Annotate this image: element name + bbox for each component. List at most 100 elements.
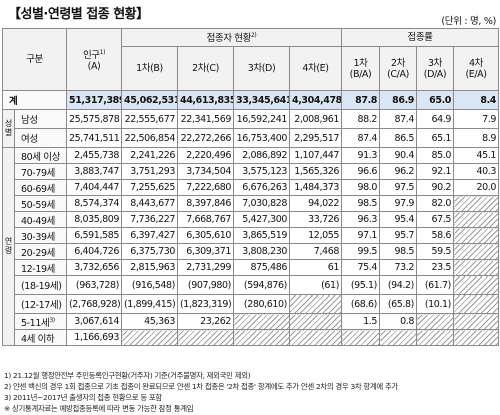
table-row: (12-17세) (2,768,928) (1,899,415) (1,823,319… [3,294,500,314]
table-cell: 73.2 [379,259,417,276]
table-row: 60-69세 7,404,447 7,255,625 7,222,680 6,676,2… [3,179,500,196]
table-cell: 45,062,531 [121,90,178,110]
header-dose-3: 3차(D) [233,46,290,91]
table-cell: 95.7 [379,227,417,244]
footnote-1: 1) 21.12월 행정안전부 주민등록인구현황(거주자) 기준(거주불명자, … [4,371,251,380]
page-title: 【성별·연령별 접종 현황】 [8,7,149,22]
table-cell: 75.4 [341,259,380,276]
row-label: 50-59세 [14,195,67,212]
table-cell: 94,022 [289,195,342,212]
footnote-4: ※ 상기통계자료는 예방접종등록에 따라 변동 가능한 잠정 통계임 [4,404,194,413]
table-cell: 6,676,263 [233,179,290,196]
table-cell: 2,008,961 [289,109,342,129]
table-cell: 3,808,230 [233,243,290,260]
header-population: 인구1) (A) [66,28,122,91]
row-label: 40-49세 [14,211,67,228]
header-dose-2: 2차(C) [177,46,234,91]
header-dose-1: 1차(B) [121,46,178,91]
unit-label: (단위 : 명, %) [441,16,496,27]
table-cell [233,313,290,330]
table-cell: 97.9 [379,195,417,212]
table-cell: 85.0 [416,147,454,164]
table-row: (18-19세) (963,728) (916,548) (907,980) (594,… [3,275,500,295]
table-row: 50-59세 8,574,374 8,443,677 8,397,846 7,030,8… [3,195,500,212]
table-cell: 2,241,226 [121,147,178,164]
table-cell: 7,222,680 [177,179,234,196]
table-cell: 2,731,299 [177,259,234,276]
table-cell: 59.5 [416,243,454,260]
table-cell: 92.1 [416,163,454,180]
table-cell: 65.1 [416,128,454,148]
table-cell: 7,736,227 [121,211,178,228]
row-label: 80세 이상 [14,147,67,164]
table-cell [452,294,500,314]
header-category: 구분 [2,28,67,91]
table-cell [341,329,380,346]
table-cell: 23.5 [416,259,454,276]
table-cell [452,227,500,244]
table-cell: 40.3 [452,163,500,180]
table-cell: 1,166,693 [66,329,122,346]
row-label: 5-11세3) [14,313,67,330]
table-cell: 875,486 [233,259,290,276]
table-cell: (907,980) [177,275,234,295]
table-cell: 1.5 [341,313,380,330]
table-cell: 6,404,726 [66,243,122,260]
table-cell: 64.9 [416,109,454,129]
footnotes: 1) 21.12월 행정안전부 주민등록인구현황(거주자) 기준(거주불명자, … [4,370,498,414]
table-row: 4세 이하 1,166,693 [3,329,500,346]
table-cell [452,243,500,260]
table-cell: 98.5 [341,195,380,212]
header-rate-4: 4차 (E/A) [452,46,500,91]
table-row: 5-11세3) 3,067,614 45,363 23,262 1.5 0.8 [3,313,500,330]
table-cell [416,313,454,330]
table-cell: 8,443,677 [121,195,178,212]
table-cell: (95.1) [341,275,380,295]
row-label: 여성 [14,128,67,148]
table-cell: 1,107,447 [289,147,342,164]
table-cell [452,275,500,295]
table-cell: 12,055 [289,227,342,244]
table-cell [452,259,500,276]
table-cell [177,329,234,346]
table-row: 70-79세 3,883,747 3,751,293 3,734,504 3,575,1… [3,163,500,180]
table-cell: 0.8 [379,313,417,330]
table-cell: 67.5 [416,211,454,228]
row-label: 20-29세 [14,243,67,260]
table-cell: 87.4 [341,128,380,148]
table-cell: 22,341,569 [177,109,234,129]
table-cell: 7,255,625 [121,179,178,196]
table-cell: 25,741,511 [66,128,122,148]
table-cell: 95.4 [379,211,417,228]
table-cell [289,313,342,330]
table-cell: 6,397,427 [121,227,178,244]
table-cell: 96.6 [341,163,380,180]
table-cell [233,329,290,346]
group-label-sex: 성별 [2,109,15,148]
footnote-3: 3) 2011년~2017년 출생자의 접종 현황으로 등 포함 [4,393,162,402]
table-cell: (2,768,928) [66,294,122,314]
table-cell: 3,067,614 [66,313,122,330]
table-cell [452,329,500,346]
table-cell: 87.8 [341,90,380,110]
table-row: 20-29세 6,404,726 6,375,730 6,309,371 3,808,2… [3,243,500,260]
table-cell: 22,272,266 [177,128,234,148]
table-row: 계 51,317,389 45,062,531 44,613,835 33,345,64… [2,90,500,110]
table-cell: 98.5 [379,243,417,260]
table-cell: 22,506,854 [121,128,178,148]
table-cell: 6,375,730 [121,243,178,260]
table-cell: 16,592,241 [233,109,290,129]
table-cell: 65.0 [416,90,454,110]
table-cell [289,294,342,314]
table-cell: (916,548) [121,275,178,295]
table-cell: 7,668,767 [177,211,234,228]
table-cell: 7.9 [452,109,500,129]
table-cell: 45.1 [452,147,500,164]
table-row: 연령 80세 이상 2,455,738 2,241,226 2,220,496 2,086… [2,147,500,346]
table-cell: 22,555,677 [121,109,178,129]
header-rate-3: 3차 (D/A) [416,46,454,91]
table-cell: 3,865,519 [233,227,290,244]
vaccination-table: 구분 인구1) (A) 접종자 현황2) 접종률 1차(B) 2차(C) 3차(D)… [2,28,500,346]
group-label-age: 연령 [2,147,15,346]
table-cell: 8.9 [452,128,500,148]
